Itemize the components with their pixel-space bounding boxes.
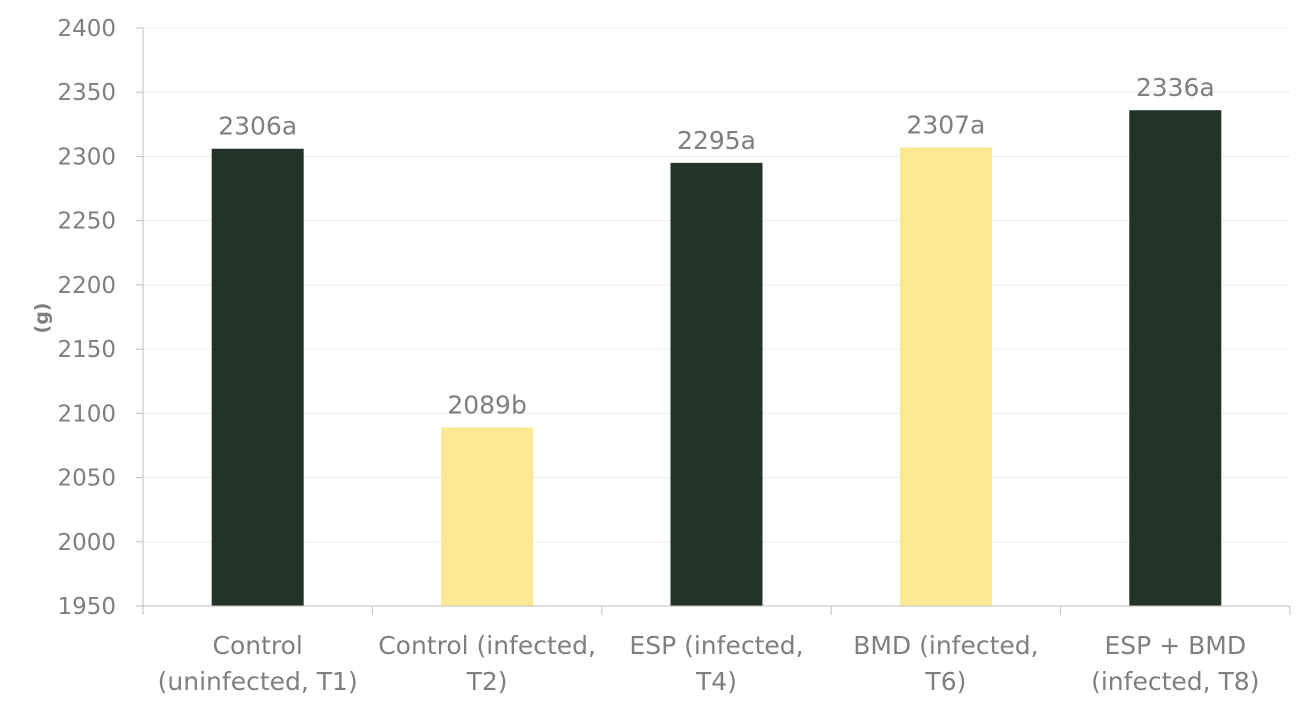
- x-category-label: BMD (infected, T6): [853, 631, 1038, 696]
- y-tick-label: 1950: [57, 594, 116, 620]
- data-label: 2306a: [218, 112, 297, 141]
- bar: [1129, 110, 1222, 607]
- bars: [211, 110, 1222, 607]
- y-tick-label: 2000: [57, 530, 116, 556]
- x-category-labels: Control (uninfected, T1) Control (infected…: [158, 631, 1260, 696]
- data-label: 2295a: [677, 126, 756, 155]
- y-tick-label: 2300: [57, 144, 116, 170]
- y-tick-label: 2150: [57, 337, 116, 363]
- y-tick-labels: 1950 2000 2050 2100 2150 2200 2250 2300 2350 2400: [57, 16, 143, 620]
- data-label: 2089b: [447, 390, 527, 419]
- bar: [670, 162, 763, 606]
- y-tick-label: 2050: [57, 466, 116, 492]
- y-tick-label: 2350: [57, 80, 116, 106]
- data-label: 2307a: [906, 110, 985, 139]
- data-labels: 2306a 2089b 2295a 2307a 2336a: [218, 73, 1215, 419]
- y-tick-label: 2200: [57, 273, 116, 299]
- bar: [899, 147, 992, 606]
- y-tick-label: 2400: [57, 16, 116, 42]
- axes: [142, 28, 1291, 615]
- y-tick-label: 2100: [57, 401, 116, 427]
- bar: [441, 427, 534, 606]
- y-axis-title: (g): [31, 303, 53, 334]
- x-category-label: Control (infected, T2): [378, 631, 596, 696]
- x-category-label: ESP + BMD (infected, T8): [1091, 631, 1259, 696]
- x-category-label: ESP (infected, T4): [629, 631, 803, 696]
- bar: [211, 148, 304, 606]
- y-tick-label: 2250: [57, 209, 116, 235]
- x-category-label: Control (uninfected, T1): [158, 631, 358, 696]
- data-label: 2336a: [1136, 73, 1215, 102]
